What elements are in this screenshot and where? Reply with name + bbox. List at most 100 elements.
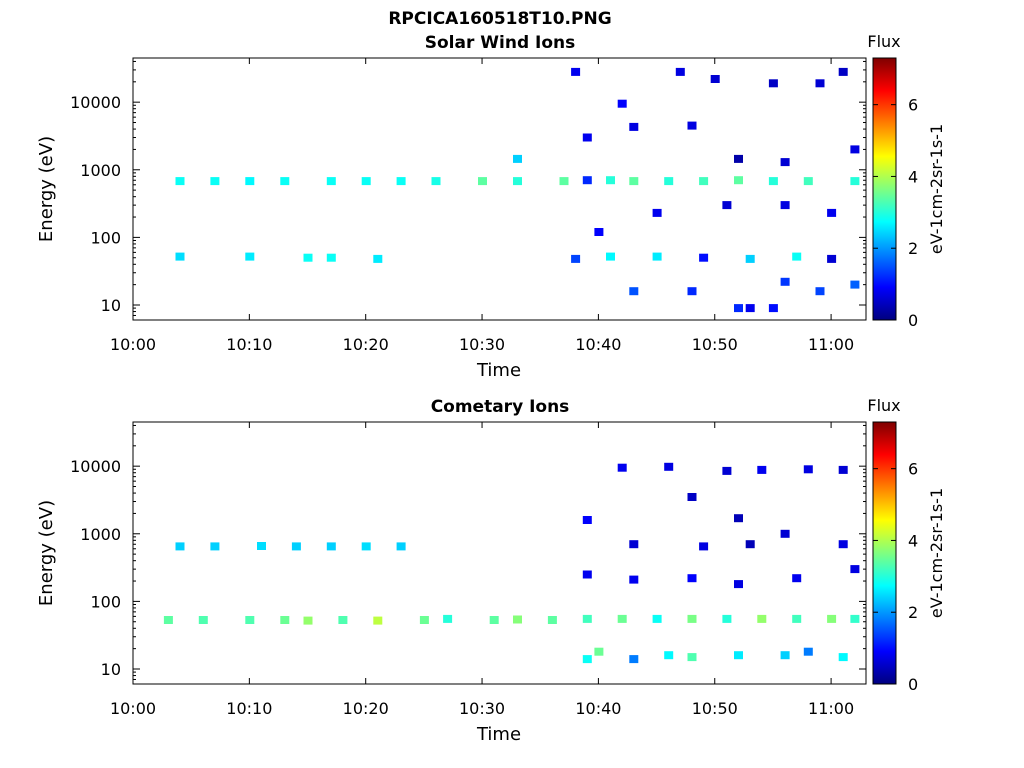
y-tick-label: 1000 bbox=[80, 525, 121, 544]
panel-cometary-ions: Cometary Ions 10:00 10:10 10:20 10:30 10:40 1… bbox=[36, 396, 946, 745]
flux-cell bbox=[594, 228, 604, 236]
flux-cell bbox=[687, 614, 697, 623]
x-tick-label: 10:20 bbox=[343, 335, 389, 354]
flux-cell bbox=[245, 177, 255, 186]
flux-cell bbox=[838, 653, 848, 662]
flux-cell bbox=[675, 67, 685, 76]
flux-cell bbox=[757, 465, 767, 474]
flux-cell bbox=[722, 466, 732, 475]
flux-cell bbox=[838, 465, 848, 474]
flux-cell bbox=[827, 614, 837, 623]
flux-cell bbox=[629, 575, 639, 584]
flux-cell bbox=[687, 493, 697, 501]
flux-cell bbox=[361, 542, 371, 551]
flux-cell bbox=[710, 75, 720, 83]
flux-cell bbox=[629, 122, 639, 131]
flux-cell bbox=[780, 277, 790, 286]
flux-cell bbox=[396, 177, 406, 186]
flux-cell bbox=[303, 616, 313, 625]
flux-cell bbox=[396, 542, 406, 551]
flux-cell bbox=[722, 201, 732, 210]
flux-cell bbox=[792, 574, 802, 583]
colorbar-tick-label: 2 bbox=[908, 603, 918, 622]
flux-cell bbox=[652, 208, 662, 217]
colorbar-tick-label: 4 bbox=[908, 167, 918, 186]
flux-cell bbox=[838, 540, 848, 549]
x-tick-label: 10:20 bbox=[343, 699, 389, 718]
x-tick-label: 11:00 bbox=[808, 335, 854, 354]
panel-solar-wind-ions: Solar Wind Ions 10:00 10:10 10:20 10:30 10:4… bbox=[36, 32, 946, 381]
flux-cell bbox=[838, 67, 848, 76]
flux-cell bbox=[373, 254, 383, 263]
flux-cell bbox=[210, 542, 220, 551]
flux-cell bbox=[850, 145, 860, 154]
flux-cell bbox=[326, 253, 336, 262]
flux-cell bbox=[687, 653, 697, 662]
flux-cell bbox=[245, 252, 255, 261]
flux-cell bbox=[687, 574, 697, 583]
colorbar-tick-label: 0 bbox=[908, 675, 918, 694]
flux-cell bbox=[175, 542, 185, 551]
flux-cell bbox=[373, 616, 383, 625]
flux-cell bbox=[734, 154, 743, 163]
flux-cell bbox=[606, 252, 615, 261]
y-tick-label: 10 bbox=[101, 660, 121, 679]
flux-cell bbox=[513, 154, 522, 163]
flux-cell bbox=[664, 651, 674, 660]
y-tick-label: 10 bbox=[101, 296, 121, 315]
y-axis-label: Energy (eV) bbox=[36, 136, 57, 242]
flux-cell bbox=[198, 616, 208, 624]
flux-cell bbox=[617, 99, 627, 108]
x-tick-label: 10:50 bbox=[692, 699, 738, 718]
flux-cell bbox=[582, 176, 592, 185]
flux-cell bbox=[559, 177, 569, 186]
flux-cell bbox=[175, 252, 185, 261]
flux-cell bbox=[664, 462, 674, 471]
flux-cell bbox=[280, 616, 290, 624]
colorbar-gradient bbox=[872, 421, 897, 685]
y-tick-label: 10000 bbox=[70, 93, 121, 112]
colorbar-tick-label: 6 bbox=[908, 96, 918, 115]
panel-title: Cometary Ions bbox=[431, 397, 570, 417]
flux-cell bbox=[757, 614, 767, 623]
flux-cell bbox=[571, 67, 581, 76]
flux-cell bbox=[478, 177, 487, 186]
colorbar-title: Flux bbox=[867, 32, 900, 51]
plot-area bbox=[163, 462, 860, 664]
flux-cell bbox=[582, 133, 592, 142]
flux-cell bbox=[245, 616, 255, 624]
colorbar-tick-label: 4 bbox=[908, 531, 918, 550]
flux-cell bbox=[431, 177, 441, 186]
colorbar-units-label: eV-1cm-2sr-1s-1 bbox=[927, 124, 946, 254]
flux-cell bbox=[582, 516, 592, 524]
flux-cell bbox=[257, 542, 266, 550]
flux-cell bbox=[629, 540, 639, 549]
flux-cell bbox=[850, 614, 860, 623]
plot-area bbox=[175, 67, 860, 313]
flux-cell bbox=[617, 614, 627, 623]
flux-cell bbox=[629, 177, 639, 186]
flux-cell bbox=[734, 304, 743, 313]
flux-cell bbox=[606, 176, 615, 185]
colorbar-tick-label: 0 bbox=[908, 311, 918, 330]
x-axis-label: Time bbox=[476, 724, 521, 745]
flux-cell bbox=[594, 647, 604, 656]
flux-cell bbox=[699, 542, 709, 551]
flux-cell bbox=[780, 529, 790, 538]
y-tick-label: 1000 bbox=[80, 161, 121, 180]
flux-cell bbox=[803, 465, 813, 474]
flux-cell bbox=[745, 540, 755, 549]
flux-cell bbox=[338, 616, 348, 624]
x-tick-label: 10:40 bbox=[575, 335, 621, 354]
x-tick-label: 10:50 bbox=[692, 335, 738, 354]
flux-cell bbox=[850, 565, 860, 574]
flux-cell bbox=[722, 614, 732, 623]
flux-cell bbox=[280, 177, 290, 186]
x-axis-label: Time bbox=[476, 360, 521, 381]
flux-cell bbox=[629, 655, 639, 664]
flux-cell bbox=[734, 514, 743, 523]
flux-cell bbox=[291, 542, 301, 551]
flux-cell bbox=[768, 79, 778, 88]
colorbar-title: Flux bbox=[867, 396, 900, 415]
plot-frame bbox=[132, 57, 867, 321]
